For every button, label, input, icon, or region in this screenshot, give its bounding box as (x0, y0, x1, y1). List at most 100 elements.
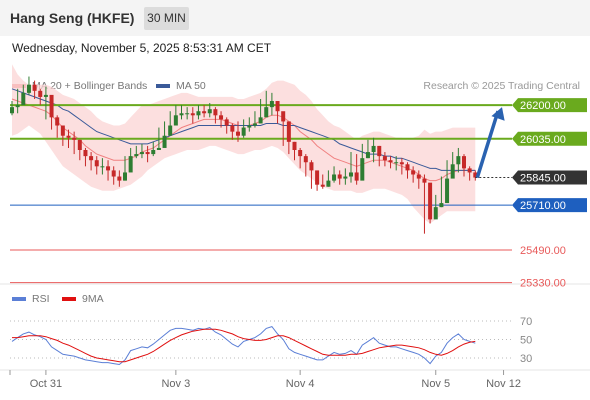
legend-9ma: 9MA (62, 293, 104, 305)
candle-body (77, 139, 82, 150)
candle-body (89, 156, 94, 161)
candle-body (439, 203, 444, 208)
candle-body (83, 150, 88, 157)
candle-body (320, 184, 325, 187)
rsi-swatch (12, 297, 26, 302)
candle-body (399, 162, 404, 165)
rsi-tick-label: 50 (520, 335, 532, 347)
support-label-text: 25490.00 (520, 245, 566, 257)
candle-body (269, 101, 274, 108)
candle-body (15, 105, 20, 108)
candle-body (416, 174, 421, 179)
candle-body (467, 168, 472, 173)
candle-body (72, 137, 77, 140)
candle-body (10, 107, 14, 114)
candle-body (365, 152, 370, 159)
candle-body (134, 154, 139, 157)
resistance-label-tag (512, 131, 587, 146)
candle-body (247, 125, 252, 128)
candle-body (26, 84, 31, 93)
last-price-label-tag (512, 170, 587, 185)
candle-body (21, 92, 26, 106)
resistance-label-text: 26200.00 (520, 100, 566, 112)
last-price-label-text: 25845.00 (520, 173, 566, 185)
candle-body (349, 172, 353, 177)
candle-body (168, 125, 173, 136)
resistance-label-text: 26035.00 (520, 134, 566, 146)
ma9-label: 9MA (82, 293, 104, 305)
candle-body (252, 123, 257, 126)
timeframe-button[interactable]: 30 MIN (144, 7, 189, 30)
candle-body (236, 131, 240, 136)
candle-body (224, 119, 229, 126)
candle-body (326, 180, 331, 187)
candle-body (303, 156, 308, 163)
candle-body (196, 111, 201, 116)
pivot-label-tag (512, 198, 587, 213)
candle-body (241, 127, 246, 136)
candle-body (377, 145, 382, 157)
candle-body (388, 160, 393, 163)
candle-body (162, 135, 167, 148)
candle-body (128, 156, 133, 173)
legend-ma50: MA 50 (156, 80, 206, 92)
rsi-9ma-line (12, 328, 476, 363)
candle-body (286, 121, 291, 142)
candle-body (207, 109, 212, 114)
candle-body (117, 176, 122, 181)
rsi-label: RSI (32, 293, 50, 305)
rsi-tick-label: 70 (520, 316, 532, 328)
legend-rsi: RSI (12, 293, 50, 305)
candle-body (371, 145, 376, 153)
candle-body (55, 117, 60, 126)
datetime-label: Wednesday, November 5, 2025 8:53:31 AM C… (12, 41, 272, 55)
candle-body (179, 113, 184, 116)
x-tick-label: Nov 12 (486, 378, 521, 390)
candle-body (43, 94, 48, 97)
candle-body (49, 94, 54, 118)
ma50-swatch (156, 84, 170, 89)
ma9-swatch (62, 297, 76, 302)
candle-body (38, 90, 43, 97)
candle-body (411, 170, 416, 175)
candle-body (292, 141, 297, 150)
candle-body (360, 158, 365, 181)
x-tick-label: Oct 31 (30, 378, 62, 390)
candle-body (337, 174, 342, 179)
candle-body (428, 182, 433, 220)
header-bar: Hang Seng (HKFE) 30 MIN (0, 0, 590, 36)
candle-body (202, 111, 207, 114)
candle-body (66, 135, 71, 138)
candle-body (156, 147, 161, 150)
candle-body (100, 166, 105, 168)
candle-body (151, 150, 156, 155)
x-tick-label: Nov 5 (421, 378, 450, 390)
candle-body (298, 150, 303, 157)
ma50-label: MA 50 (176, 80, 206, 92)
candle-body (139, 152, 144, 155)
candle-body (281, 111, 286, 122)
candle-body (190, 113, 195, 116)
candle-body (60, 125, 65, 136)
candle-body (32, 84, 37, 91)
candle-body (445, 178, 450, 204)
candle-body (264, 107, 269, 118)
candle-body (309, 162, 314, 171)
candle-body (230, 125, 235, 132)
candle-body (258, 117, 263, 124)
candle-body (213, 109, 218, 116)
instrument-title: Hang Seng (HKFE) (10, 10, 135, 26)
support-label-text: 25330.00 (520, 278, 566, 290)
rsi-line (11, 326, 476, 366)
candle-body (422, 178, 427, 183)
candle-body (382, 156, 387, 161)
ma20-label: MA 20 + Bollinger Bands (32, 80, 148, 92)
x-tick-label: Nov 3 (161, 378, 190, 390)
pivot-label-text: 25710.00 (520, 200, 566, 212)
candle-body (354, 172, 359, 181)
candle-body (145, 152, 150, 155)
candle-body (456, 156, 461, 165)
bollinger-band (12, 64, 476, 224)
candle-body (450, 164, 455, 179)
